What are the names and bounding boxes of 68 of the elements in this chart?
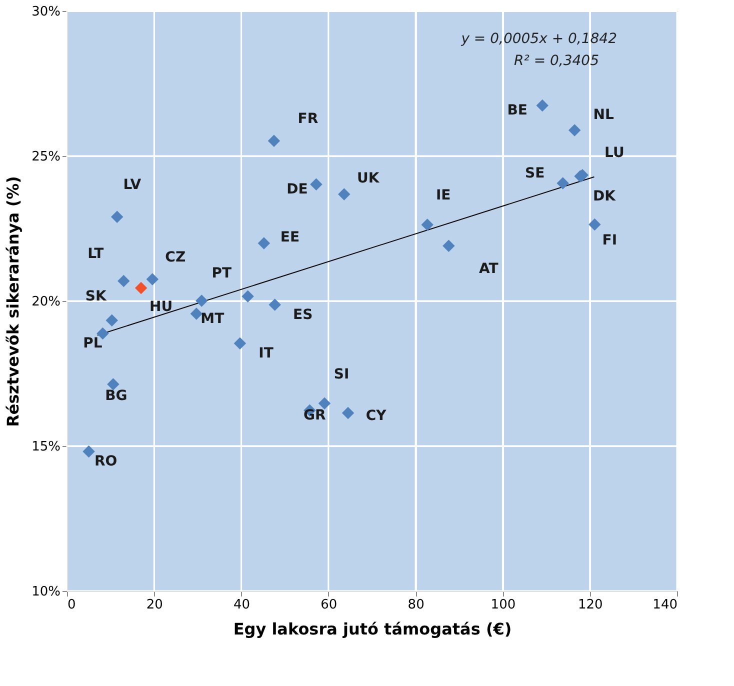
data-label: LU <box>604 145 624 162</box>
data-label: IE <box>436 188 451 204</box>
data-label: LT <box>88 246 104 262</box>
point <box>242 290 254 302</box>
y-tick-label: 20% <box>32 294 60 310</box>
data-label: BG <box>105 388 128 404</box>
data-label: FI <box>602 232 618 248</box>
point <box>82 445 95 458</box>
point <box>310 178 322 191</box>
data-label: HU <box>150 298 173 315</box>
y-axis-title: Résztvevők sikeraránya (%) <box>4 176 23 427</box>
point <box>588 218 601 231</box>
point <box>106 314 118 327</box>
data-label: IT <box>258 345 274 362</box>
point <box>568 124 581 136</box>
data-label: AT <box>479 260 499 277</box>
data-label: SI <box>334 366 350 382</box>
x-tick-label: 100 <box>490 598 516 612</box>
point <box>318 397 331 410</box>
point <box>118 274 130 288</box>
data-label: EE <box>280 229 300 246</box>
point <box>107 378 120 390</box>
point <box>268 298 281 311</box>
point <box>342 406 354 420</box>
point <box>234 337 246 350</box>
data-label: SK <box>85 288 108 304</box>
data-label: MT <box>200 310 225 327</box>
y-tick-label: 30% <box>32 4 60 20</box>
point <box>196 294 208 307</box>
data-label: SE <box>525 165 545 182</box>
x-tick-label: 60 <box>320 598 338 612</box>
x-axis-title: Egy lakosra jutó támogatás (€) <box>233 620 512 638</box>
x-tick-label: 0 <box>68 598 76 612</box>
data-label: RO <box>94 454 118 470</box>
point <box>258 237 270 250</box>
data-label: DE <box>286 181 308 198</box>
data-label: PT <box>212 266 232 282</box>
x-tick-label: 80 <box>408 598 424 612</box>
data-label: UK <box>357 170 380 186</box>
point <box>146 273 159 286</box>
data-label: LV <box>123 176 142 193</box>
data-label: NL <box>593 107 614 124</box>
point <box>134 282 148 294</box>
point <box>536 99 548 112</box>
point <box>338 188 350 200</box>
y-tick-label: 25% <box>32 150 60 164</box>
point <box>442 240 455 252</box>
annotation: R² = 0,3405 <box>514 53 600 69</box>
x-tick-label: 120 <box>578 598 603 612</box>
data-label: CY <box>366 408 388 424</box>
point <box>421 218 434 231</box>
x-tick-label: 140 <box>652 598 678 612</box>
data-label: CZ <box>165 249 186 266</box>
x-tick-label: 20 <box>146 598 163 612</box>
data-label: DK <box>593 188 617 204</box>
y-tick-label: 10% <box>32 584 60 600</box>
data-label: ES <box>293 306 313 323</box>
x-tick-label: 40 <box>234 598 250 612</box>
point <box>190 308 203 320</box>
point <box>110 210 124 224</box>
data-label: GR <box>304 407 326 424</box>
y-tick-label: 15% <box>32 440 60 454</box>
data-label: BE <box>507 102 528 119</box>
point <box>268 134 280 148</box>
point <box>556 177 569 190</box>
annotation: y = 0,0005x + 0,1842 <box>460 31 618 47</box>
data-label: PL <box>83 335 102 352</box>
data-label: FR <box>298 110 318 127</box>
